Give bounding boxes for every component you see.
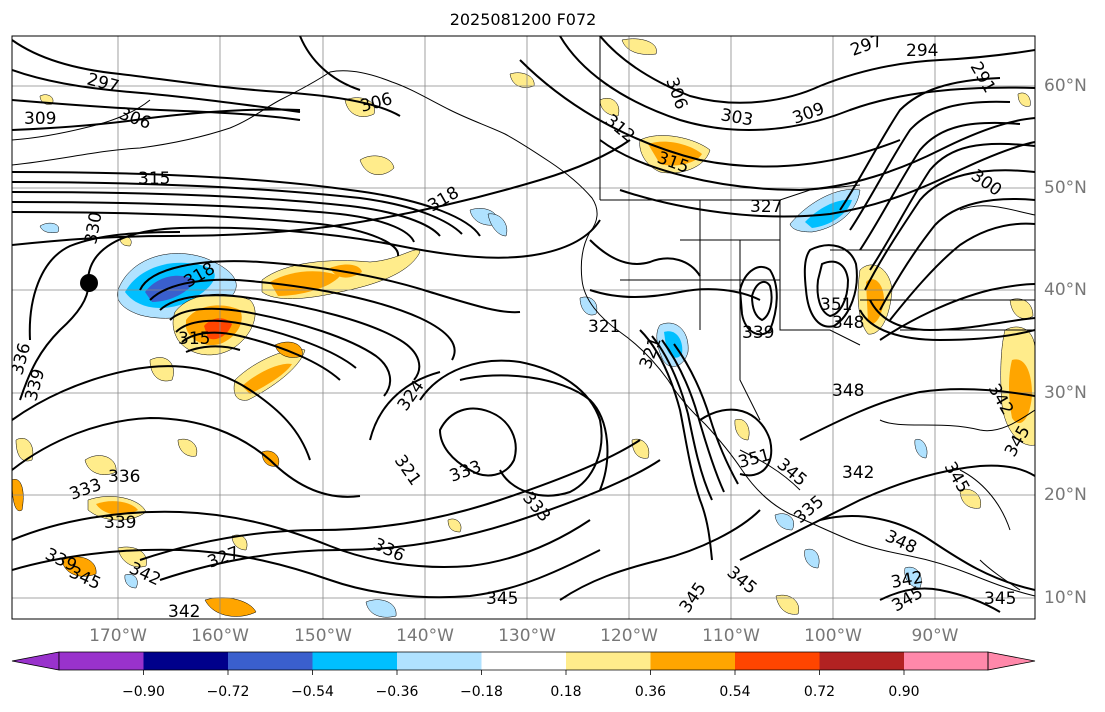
map-title: 2025081200 F072 <box>449 10 597 29</box>
contour-label: 327 <box>750 197 782 217</box>
lat-label: 50°N <box>1044 178 1087 198</box>
contour-label: 345 <box>486 589 518 609</box>
contour-label: 309 <box>24 109 56 129</box>
colorbar-segment <box>650 652 735 670</box>
colorbar-segment <box>987 651 1036 671</box>
colorbar-segment <box>312 652 397 670</box>
colorbar-segment <box>59 652 144 670</box>
contour-label: 348 <box>832 313 864 333</box>
contour-label: 321 <box>588 317 620 337</box>
colorbar-segment <box>481 652 566 670</box>
lon-label: 100°W <box>804 626 862 646</box>
contour-label: 339 <box>742 323 774 343</box>
colorbar-segment <box>11 651 60 671</box>
colorbar-tick-label: −0.36 <box>375 684 419 700</box>
contour-label: 348 <box>832 381 864 401</box>
lat-label: 60°N <box>1044 76 1087 96</box>
colorbar-ticks <box>143 670 905 675</box>
contour-label: 294 <box>906 41 938 61</box>
colorbar-tick-label: −0.72 <box>206 684 250 700</box>
contour-label: 345 <box>984 589 1016 609</box>
plot-area <box>12 36 1035 619</box>
contour-label: 342 <box>168 602 200 622</box>
lon-label: 90°W <box>911 626 959 646</box>
lon-label: 120°W <box>600 626 658 646</box>
colorbar-segment <box>228 652 313 670</box>
colorbar-tick-label: 0.54 <box>719 684 751 700</box>
plot-frame <box>11 35 1036 620</box>
contour-label: 315 <box>178 329 210 349</box>
colorbar-segment <box>143 652 228 670</box>
contour-label: 336 <box>108 467 140 487</box>
contour-label: 339 <box>104 513 136 533</box>
colorbar-tick-label: −0.90 <box>122 684 165 700</box>
lat-label: 30°N <box>1044 383 1087 403</box>
colorbar-tick-label: 0.72 <box>803 684 836 700</box>
contour-label: 315 <box>138 169 170 189</box>
lon-label: 160°W <box>191 626 249 646</box>
contours <box>12 36 1035 613</box>
lon-label: 130°W <box>498 626 556 646</box>
colorbar-tick-label: 0.36 <box>634 684 667 700</box>
colorbar-segment <box>735 652 820 670</box>
contour-label: 351 <box>820 295 852 315</box>
colorbar-segment <box>819 652 904 670</box>
colorbar <box>11 651 1036 675</box>
lon-label: 140°W <box>396 626 454 646</box>
lat-label: 10°N <box>1044 588 1087 608</box>
lon-label: 110°W <box>702 626 760 646</box>
colorbar-segment <box>904 652 988 670</box>
colorbar-tick-label: 0.18 <box>550 684 582 700</box>
colorbar-segment <box>566 652 651 670</box>
lon-label: 150°W <box>294 626 352 646</box>
location-marker <box>80 274 98 292</box>
colorbar-tick-label: −0.54 <box>291 684 334 700</box>
lon-label: 170°W <box>89 626 147 646</box>
lat-label: 20°N <box>1044 485 1087 505</box>
contour-label: 342 <box>842 463 874 483</box>
colorbar-tick-label: 0.90 <box>888 684 920 700</box>
lat-label: 40°N <box>1044 280 1087 300</box>
graticule <box>12 36 1035 619</box>
colorbar-tick-label: −0.18 <box>460 684 503 700</box>
colorbar-segment <box>397 652 482 670</box>
